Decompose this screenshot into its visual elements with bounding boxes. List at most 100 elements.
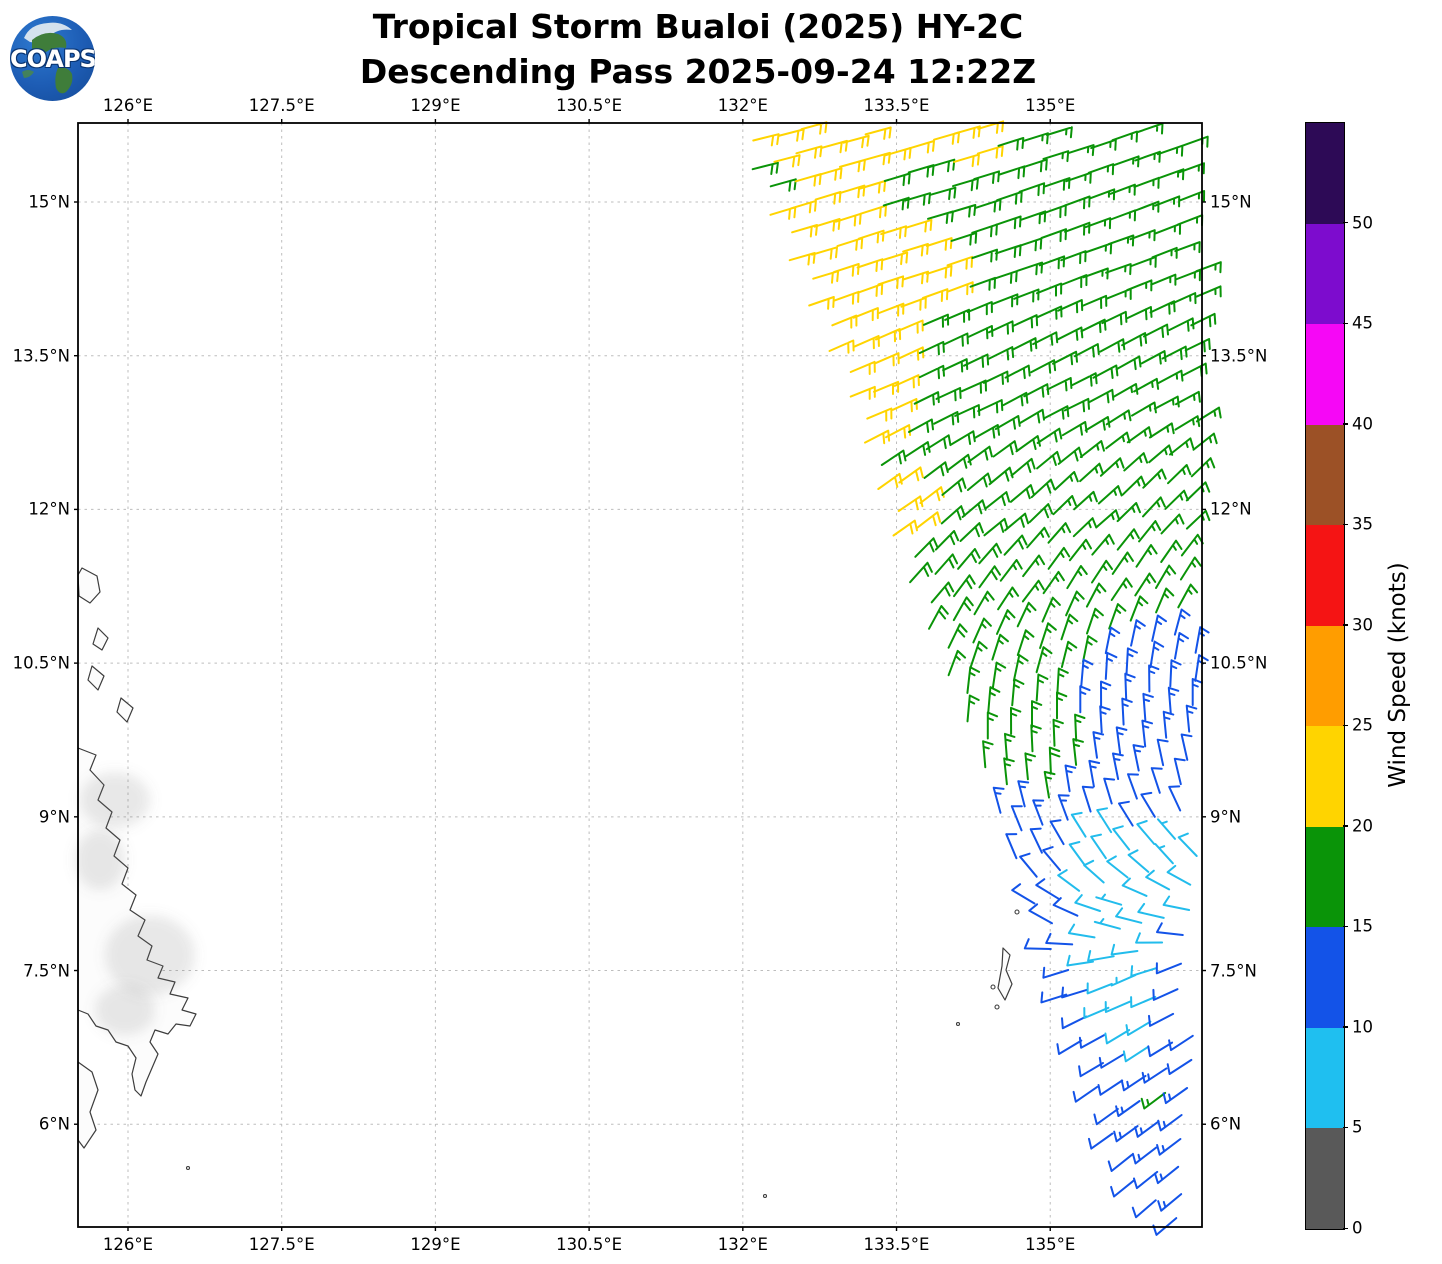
wind-barb (978, 542, 1002, 565)
wind-barb (929, 186, 957, 201)
wind-barb (1157, 369, 1184, 384)
wind-barb (860, 204, 887, 219)
colorbar-tick (1343, 1026, 1348, 1028)
wind-barb (971, 248, 998, 263)
wind-barb (880, 225, 907, 239)
wind-barb (1105, 263, 1132, 276)
wind-barb (1002, 391, 1029, 407)
wind-barb (978, 565, 1001, 589)
wind-barb (1129, 229, 1156, 242)
wind-barb (1066, 565, 1088, 590)
wind-barb (1064, 221, 1091, 236)
colorbar-band-15-20 (1306, 826, 1344, 928)
wind-barb (1135, 544, 1158, 568)
wind-barb (914, 537, 939, 558)
wind-barb (1167, 464, 1192, 485)
wind-barb (915, 511, 942, 530)
wind-barb (1155, 564, 1177, 589)
lat-tick-label-right: 9°N (1210, 807, 1242, 827)
wind-barb (1080, 658, 1094, 687)
wind-barb (1133, 377, 1160, 393)
terrain-shading (80, 772, 150, 828)
lon-tick-label-bottom: 132°E (717, 1235, 768, 1254)
wind-barb (1003, 757, 1015, 786)
lon-tick-label-top: 127.5°E (248, 96, 315, 115)
wind-barb (921, 288, 949, 302)
wind-barb (1184, 338, 1211, 353)
colorbar-band-25-30 (1306, 625, 1344, 727)
wind-barb (987, 686, 1001, 715)
wind-barb (1066, 954, 1094, 967)
wind-barb (1148, 1012, 1175, 1027)
wind-barb (791, 224, 818, 238)
wind-barb (1195, 285, 1222, 298)
wind-barb (1195, 406, 1222, 423)
wind-barb (1121, 475, 1147, 496)
lon-tick-label-top: 129°E (410, 96, 461, 115)
wind-barb (1130, 995, 1157, 1009)
wind-barb (928, 605, 949, 630)
wind-barb (1012, 314, 1039, 329)
wind-barb (873, 352, 900, 367)
wind-barb (1168, 1034, 1194, 1052)
wind-barb (1097, 1079, 1124, 1096)
wind-barb (985, 491, 1011, 510)
wind-barb (1047, 522, 1072, 544)
colorbar-band-0-5 (1306, 1128, 1344, 1229)
wind-barb (1121, 697, 1133, 726)
wind-barb (1042, 846, 1061, 872)
wind-barb (1039, 622, 1057, 649)
wind-barb (1011, 678, 1025, 707)
wind-barb (935, 387, 962, 402)
colorbar (1305, 122, 1345, 1230)
colorbar-tick-label: 30 (1352, 615, 1373, 635)
wind-barb (1156, 738, 1169, 767)
wind-barb (790, 199, 817, 214)
lon-tick-label-bottom: 130.5°E (556, 1235, 623, 1254)
wind-barb (1079, 440, 1105, 458)
wind-barb (969, 640, 988, 668)
lat-tick-label-left: 10.5°N (12, 653, 70, 673)
plot-title: Tropical Storm Bualoi (2025) HY-2C Desce… (78, 4, 1318, 94)
wind-barb (1155, 962, 1182, 975)
wind-barb (1043, 177, 1071, 191)
wind-barbs (751, 120, 1222, 1236)
colorbar-band-5-10 (1306, 1027, 1344, 1129)
wind-barb (946, 453, 972, 472)
islet (185, 1165, 191, 1171)
wind-barb (950, 231, 978, 246)
wind-barb (1056, 1039, 1083, 1055)
wind-barb (1132, 744, 1145, 772)
wind-barb (1162, 710, 1175, 739)
wind-barb (1142, 496, 1166, 518)
wind-barb (905, 218, 933, 233)
lat-tick-label-right: 12°N (1210, 499, 1252, 519)
lon-tick-label-bottom: 133.5°E (863, 1235, 930, 1254)
wind-barb (1156, 1138, 1182, 1156)
wind-barb (1010, 457, 1036, 477)
wind-barb (1082, 635, 1098, 663)
colorbar-band-10-15 (1306, 927, 1344, 1028)
wind-barb (1131, 1199, 1157, 1219)
wind-barb (1099, 338, 1126, 353)
wind-barb (1155, 587, 1175, 614)
wind-barb (947, 623, 968, 649)
lat-tick-label-left: 7.5°N (23, 961, 70, 981)
lon-tick-label-top: 126°E (102, 96, 154, 115)
wind-barb (1060, 613, 1079, 641)
colorbar-tick-label: 20 (1352, 816, 1373, 836)
wind-barb (1173, 608, 1191, 636)
wind-barb (1174, 390, 1201, 406)
wind-barb (1068, 841, 1086, 867)
wind-barb (918, 364, 945, 380)
lat-tick-label-left: 12°N (28, 499, 70, 519)
wind-barb (1138, 520, 1162, 543)
gridlines (78, 123, 1202, 1227)
wind-barb (1090, 833, 1107, 860)
wind-barb (1098, 1053, 1125, 1069)
wind-barb (773, 154, 801, 168)
wind-barb (877, 472, 903, 490)
lat-tick-label-right: 10.5°N (1210, 653, 1268, 673)
colorbar-tick-label: 45 (1352, 313, 1373, 333)
wind-barb (834, 212, 862, 227)
